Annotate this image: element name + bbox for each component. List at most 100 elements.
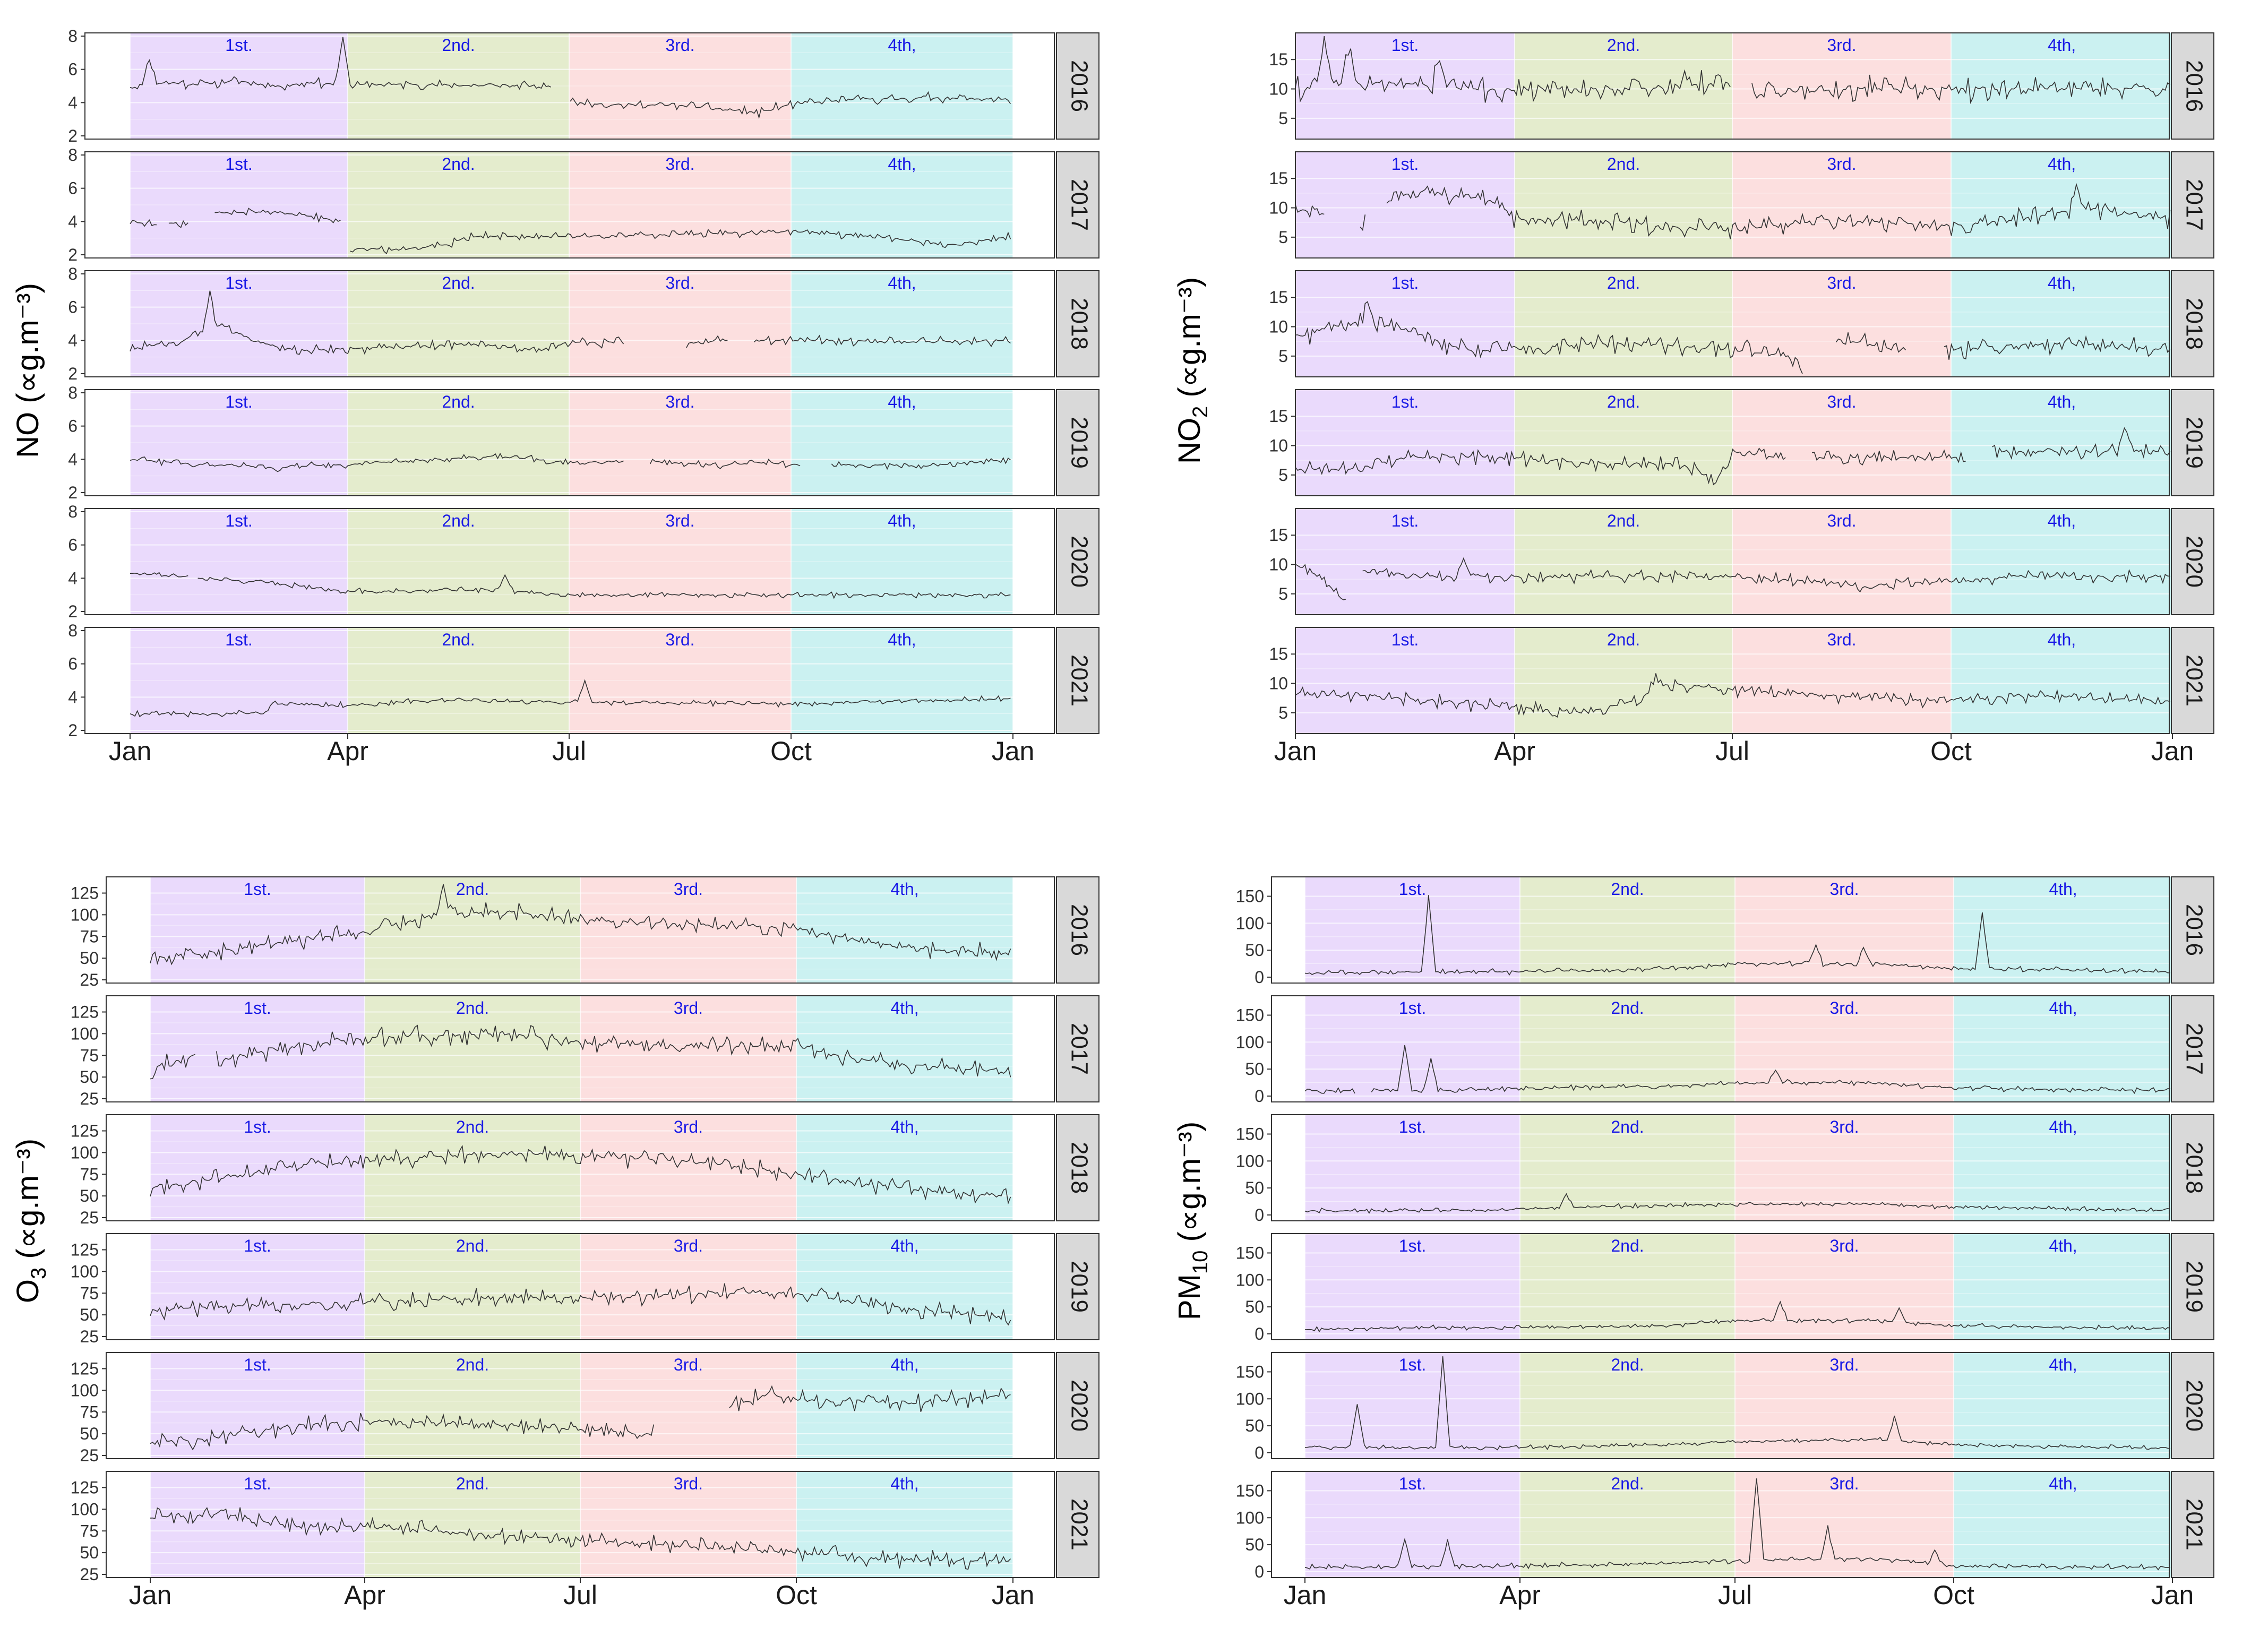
- quarter-label: 2nd.: [1611, 998, 1644, 1018]
- y-tick-label: 5: [1278, 703, 1288, 722]
- quarter-label: 1st.: [1399, 1474, 1427, 1493]
- y-tick-label: 25: [80, 1565, 99, 1584]
- y-tick-label: 75: [80, 1402, 99, 1421]
- facet-strip-label: 2021: [1066, 654, 1092, 706]
- y-tick-label: 75: [80, 927, 99, 946]
- quarter-band-4: [796, 1115, 1013, 1221]
- data-line-2020: [197, 574, 1011, 599]
- quarter-label: 3rd.: [674, 1355, 703, 1374]
- y-axis-title-main: PM: [1172, 1274, 1207, 1320]
- y-tick-label: 150: [1236, 1481, 1264, 1500]
- panel-border: [84, 389, 1055, 496]
- facet-panel-2019: 5 10 15 1st. 2nd. 3rd. 4th, 2019: [1269, 389, 2214, 496]
- quarter-label: 3rd.: [1827, 630, 1856, 649]
- y-tick-label: 100: [71, 1262, 99, 1281]
- facet-strip: [2171, 151, 2214, 258]
- quarter-label: 3rd.: [1829, 880, 1859, 899]
- quarter-label: 3rd.: [674, 1236, 703, 1255]
- facet-panel-2021: 25 50 75 100 125 1st. 2nd. 3rd. 4th, 2021 Jan Apr Ju…: [71, 1471, 1099, 1610]
- quarter-band-1: [1295, 627, 1515, 734]
- y-tick-label: 0: [1255, 1205, 1264, 1225]
- x-tick-label: Apr: [1499, 1580, 1541, 1610]
- y-tick-label: 75: [80, 1521, 99, 1540]
- y-tick-label: 150: [1236, 1005, 1264, 1024]
- quarter-label: 3rd.: [1827, 36, 1856, 55]
- quarter-band-3: [1735, 1234, 1954, 1340]
- x-tick-label: Apr: [344, 1580, 385, 1610]
- y-tick-label: 6: [68, 298, 78, 317]
- data-line-2019: [649, 458, 801, 469]
- quarter-label: 2nd.: [1607, 36, 1640, 55]
- y-tick-label: 15: [1269, 525, 1288, 545]
- y-tick-label: 2: [68, 483, 78, 502]
- y-axis-title-main: NO: [11, 412, 45, 458]
- panel-border: [1271, 1233, 2170, 1340]
- data-line-2016: [1304, 895, 2170, 976]
- quarter-band-2: [1520, 1115, 1735, 1221]
- facet-strip-label: 2020: [1066, 1380, 1092, 1432]
- panel-border: [1295, 151, 2170, 258]
- quarter-label: 4th,: [890, 1236, 918, 1255]
- facet-panel-2019: 2 4 6 8 1st. 2nd. 3rd. 4th, 2019: [68, 383, 1099, 502]
- quarter-band-3: [580, 1234, 796, 1340]
- quarter-label: 2nd.: [442, 154, 475, 174]
- data-line-2017: [1386, 183, 2171, 239]
- facet-strip-label: 2017: [1066, 1023, 1092, 1075]
- quarter-band-3: [580, 996, 796, 1102]
- panel-border: [1271, 1114, 2170, 1221]
- y-tick-label: 2: [68, 602, 78, 621]
- facet-strip-label: 2020: [1066, 536, 1092, 588]
- quarter-label: 3rd.: [1829, 1355, 1859, 1374]
- y-tick-label: 50: [80, 1305, 99, 1324]
- quarter-label: 2nd.: [1607, 392, 1640, 411]
- panel-border: [1295, 508, 2170, 615]
- quarter-band-4: [796, 1471, 1013, 1578]
- y-tick-label: 5: [1278, 109, 1288, 128]
- quarter-band-4: [1954, 877, 2172, 983]
- quarter-band-3: [580, 1471, 796, 1578]
- quarter-label: 4th,: [888, 511, 916, 530]
- quarter-band-3: [580, 1115, 796, 1221]
- x-tick-label: Jul: [1715, 736, 1749, 766]
- y-tick-label: 4: [68, 568, 78, 588]
- y-tick-label: 25: [80, 1208, 99, 1227]
- y-tick-label: 8: [68, 383, 78, 402]
- y-tick-label: 10: [1269, 436, 1288, 455]
- y-tick-label: 2: [68, 364, 78, 383]
- quarter-band-1: [1305, 996, 1520, 1102]
- quarter-band-2: [1515, 271, 1732, 377]
- y-tick-label: 100: [1236, 1151, 1264, 1170]
- y-tick-label: 0: [1255, 1562, 1264, 1581]
- facet-panel-2018: 25 50 75 100 125 1st. 2nd. 3rd. 4th, 2018: [71, 1114, 1099, 1227]
- y-tick-label: 50: [1245, 1535, 1264, 1554]
- data-line-2018: [686, 335, 728, 348]
- facet-panel-2018: 0 50 100 150 1st. 2nd. 3rd. 4th, 2018: [1236, 1114, 2214, 1225]
- quarter-label: 4th,: [890, 1474, 918, 1493]
- x-tick-label: Apr: [327, 736, 368, 766]
- quarter-band-4: [796, 1352, 1013, 1459]
- quarter-band-4: [1951, 152, 2172, 258]
- data-line-2017: [350, 229, 1011, 255]
- quarter-band-2: [1515, 509, 1732, 615]
- x-tick-label: Apr: [1494, 736, 1535, 766]
- facet-strip: [2171, 389, 2214, 496]
- y-tick-label: 10: [1269, 80, 1288, 99]
- facet-strip: [2171, 995, 2214, 1102]
- quarter-label: 1st.: [244, 880, 271, 899]
- y-tick-label: 0: [1255, 1443, 1264, 1462]
- data-line-2016: [570, 91, 1011, 119]
- data-line-2017: [1360, 214, 1366, 231]
- data-line-2018: [1304, 1193, 2170, 1214]
- data-line-2020: [1295, 564, 1346, 600]
- y-tick-label: 2: [68, 245, 78, 264]
- facet-strip-label: 2018: [2181, 1142, 2207, 1194]
- quarter-label: 4th,: [888, 273, 916, 292]
- quarter-label: 1st.: [244, 1117, 271, 1136]
- quarter-label: 4th,: [2048, 630, 2076, 649]
- y-tick-label: 10: [1269, 555, 1288, 574]
- quarter-label: 1st.: [1391, 273, 1419, 292]
- panel-border: [84, 270, 1055, 377]
- quarter-label: 2nd.: [1611, 1355, 1644, 1374]
